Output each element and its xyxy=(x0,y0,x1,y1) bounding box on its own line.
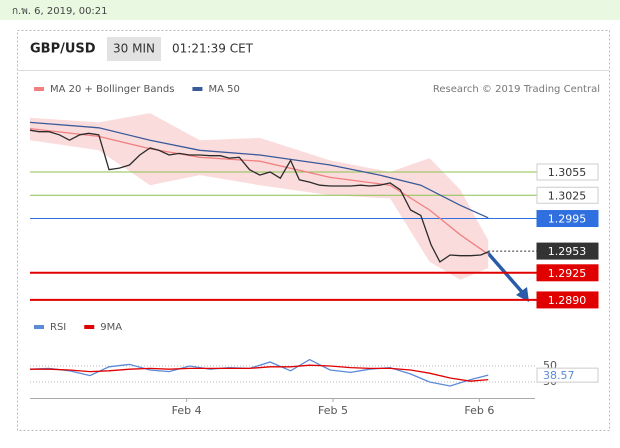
level-label: 1.2995 xyxy=(548,213,587,226)
level-label-box xyxy=(536,242,599,260)
credit: Research © 2019 Trading Central xyxy=(433,84,600,95)
x-tick-label: Feb 5 xyxy=(318,404,348,417)
level-label: 1.2925 xyxy=(548,267,587,280)
level-label: 1.3025 xyxy=(548,189,587,202)
interval: 30 MIN xyxy=(113,42,155,56)
series-line xyxy=(29,358,489,387)
timestamp: ก.พ. 6, 2019, 00:21 xyxy=(12,6,108,17)
level-label-box xyxy=(536,291,599,309)
symbol: GBP/USD xyxy=(30,42,96,57)
clock: 01:21:39 CET xyxy=(172,42,254,56)
legend-label: MA 50 xyxy=(208,84,239,95)
level-label: 1.2890 xyxy=(548,294,587,307)
rsi-value-box xyxy=(536,367,599,383)
level-label-box xyxy=(536,163,599,181)
level-label-box xyxy=(536,210,599,228)
level-label: 1.3055 xyxy=(548,166,587,179)
top-bar xyxy=(0,0,620,20)
level-label: 1.2953 xyxy=(548,245,587,258)
rsi-value: 38.57 xyxy=(543,369,575,382)
legend-label: RSI xyxy=(50,322,66,333)
level-label-box xyxy=(536,264,599,282)
forecast-arrowhead xyxy=(516,287,529,302)
legend-label: MA 20 + Bollinger Bands xyxy=(50,84,174,95)
interval-box xyxy=(107,37,161,61)
legend-swatch xyxy=(192,87,203,91)
legend-swatch xyxy=(84,325,95,329)
series-line xyxy=(29,121,489,219)
legend-swatch xyxy=(34,87,44,91)
series-line xyxy=(30,364,489,382)
frame xyxy=(17,30,610,431)
bollinger-band xyxy=(30,113,489,280)
legend-swatch xyxy=(34,325,44,329)
level-label-box xyxy=(536,186,599,204)
series-line xyxy=(29,129,489,263)
legend-label: 9MA xyxy=(100,322,122,333)
x-tick-label: Feb 4 xyxy=(172,404,202,417)
x-tick-label: Feb 6 xyxy=(464,404,494,417)
